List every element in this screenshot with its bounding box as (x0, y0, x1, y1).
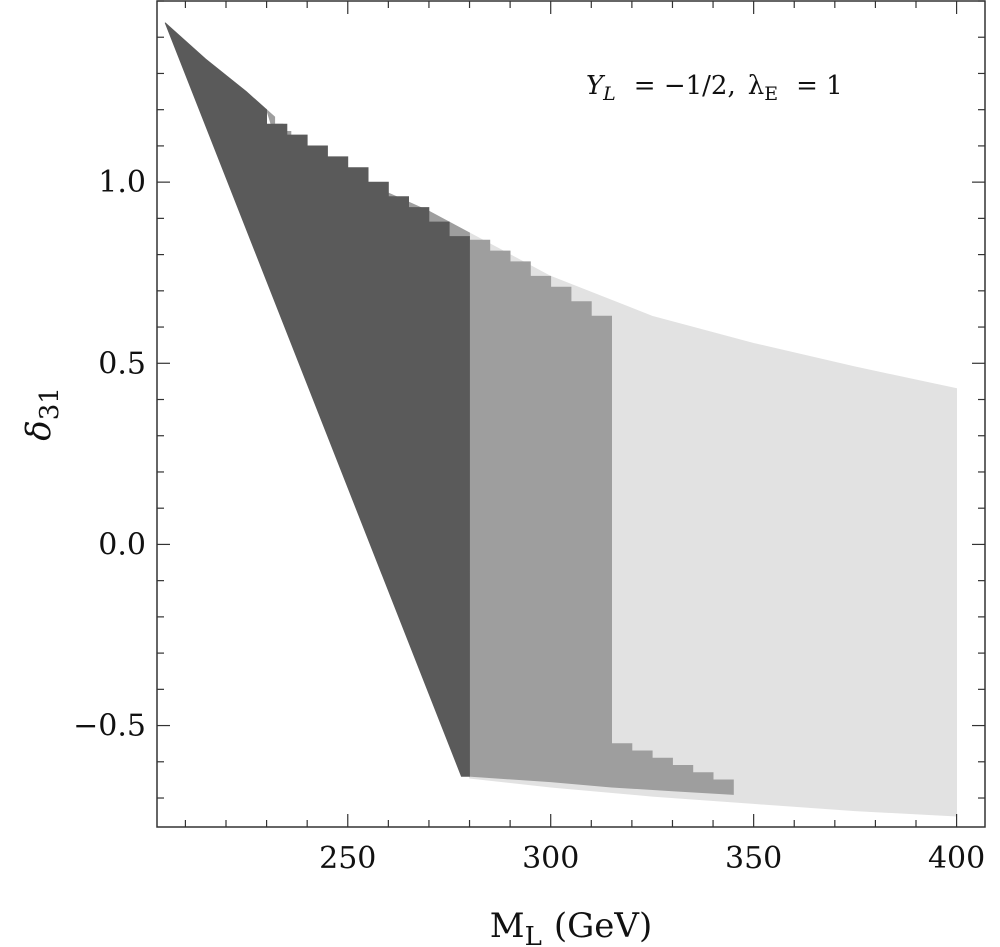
plot-frame (156, 0, 986, 828)
y-tick-label: 0.5 (98, 346, 146, 381)
axis-ticks (157, 0, 985, 827)
x-tick-label: 300 (522, 841, 579, 876)
y-tick-label: 0.0 (98, 527, 146, 562)
x-axis-title: ML (GeV) (490, 906, 652, 947)
y-axis-title: δ31 (19, 387, 65, 441)
annotation: YL = −1/2, λE = 1 (586, 71, 843, 105)
region-dark (164, 22, 470, 777)
tick-labels: 250 300 350 400 −0.5 0.0 0.5 1.0 (73, 165, 985, 876)
y-tick-label: 1.0 (98, 165, 146, 200)
x-tick-label: 250 (319, 841, 376, 876)
y-tick-label: −0.5 (73, 709, 146, 744)
data-regions (164, 22, 957, 817)
x-tick-label: 350 (725, 841, 782, 876)
x-tick-label: 400 (928, 841, 985, 876)
